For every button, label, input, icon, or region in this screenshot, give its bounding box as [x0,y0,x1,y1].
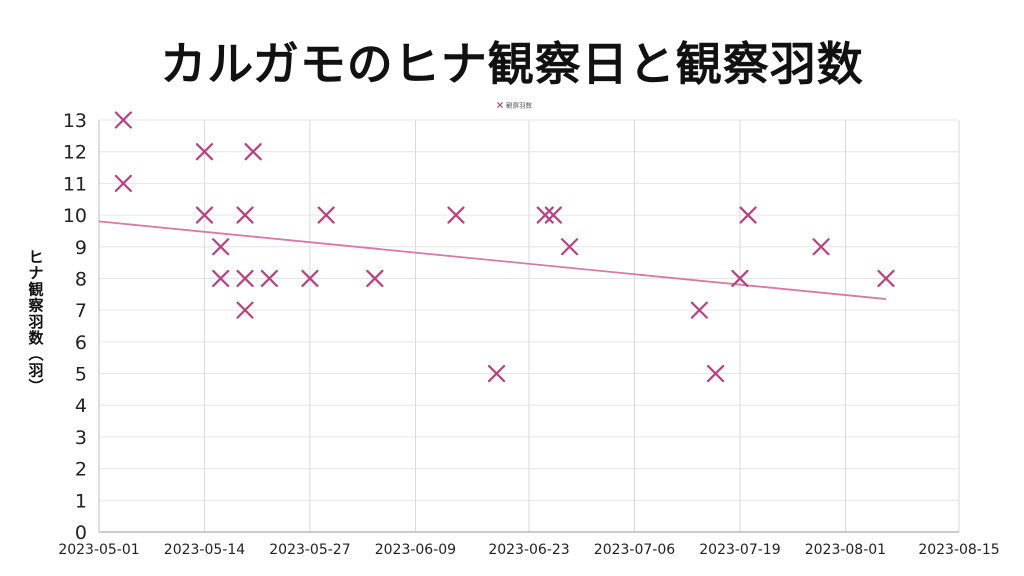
data-point-stroke [544,206,562,224]
data-point [114,174,132,192]
data-point [487,364,506,383]
data-point-stroke [260,269,278,288]
data-point-stroke [114,174,132,192]
y-tick-label: 8 [75,268,87,290]
x-tick-label: 2023-06-23 [488,542,569,558]
data-point [195,143,214,161]
data-point [544,206,562,224]
chart-title: カルガモのヒナ観察日と観察羽数 [160,37,864,91]
legend: 観察羽数 [497,101,533,110]
y-tick-label: 13 [63,110,87,132]
x-tick-label: 2023-06-09 [375,542,456,558]
data-point [812,238,830,256]
y-tick-label: 5 [75,364,87,386]
data-point [366,269,384,288]
data-point [707,364,725,383]
data-point [244,143,262,161]
y-tick-label: 2 [75,459,87,481]
data-point [236,269,254,288]
y-tick-label: 12 [63,142,87,164]
data-point-stroke [236,269,254,288]
y-tick-label: 9 [75,237,87,259]
y-tick-label: 10 [63,205,87,227]
data-point-stroke [877,269,895,288]
data-point [301,269,319,288]
data-point-stroke [195,206,214,224]
data-point-stroke [690,301,708,319]
y-tick-label: 7 [75,300,87,322]
y-tick-label: 3 [75,427,87,449]
data-point-stroke [114,111,132,129]
grid-layer [98,119,960,533]
legend-marker [497,102,503,108]
data-point-stroke [487,364,506,383]
data-point-stroke [536,206,554,224]
x-tick-label: 2023-07-19 [699,542,780,558]
data-point-stroke [212,238,230,256]
data-point [877,269,895,288]
x-tick-label: 2023-05-27 [269,542,350,558]
y-tick-label: 1 [75,490,87,512]
data-point [739,206,757,224]
data-point-stroke [317,206,335,224]
data-point [690,301,708,319]
legend-label: 観察羽数 [506,101,533,110]
data-point [560,238,579,256]
legend-item: 観察羽数 [497,101,533,110]
data-point-stroke [212,269,230,288]
y-tick-label: 6 [75,332,87,354]
x-tick-label: 2023-05-14 [164,542,245,558]
data-point [236,206,254,224]
data-point [536,206,554,224]
data-point-stroke [301,269,319,288]
data-point-stroke [731,269,749,288]
data-point-stroke [560,238,579,256]
data-point [212,269,230,288]
y-tick-label: 11 [63,173,87,195]
data-point [114,111,132,129]
x-tick-label: 2023-05-01 [58,542,139,558]
x-tick-label: 2023-07-06 [594,542,675,558]
x-tick-label: 2023-08-01 [805,542,886,558]
data-point-stroke [195,143,214,161]
y-tick-label: 0 [75,522,87,544]
data-point [731,269,749,288]
data-point-stroke [447,206,465,224]
data-point-stroke [812,238,830,256]
data-point-stroke [739,206,757,224]
y-tick-label: 4 [75,395,87,417]
data-point [447,206,465,224]
data-point [195,206,214,224]
data-point-stroke [236,301,254,319]
y-axis-label: ヒナ観察羽数︵羽︶ [27,248,44,396]
data-point-stroke [236,206,254,224]
trendline-layer [98,220,887,300]
data-point [212,238,230,256]
x-tick-label: 2023-08-15 [918,542,999,558]
data-points-layer [114,111,895,383]
data-point [317,206,335,224]
data-point [236,301,254,319]
data-point-stroke [244,143,262,161]
data-point [260,269,278,288]
data-point-stroke [707,364,725,383]
data-point-stroke [366,269,384,288]
trendline [98,220,887,300]
